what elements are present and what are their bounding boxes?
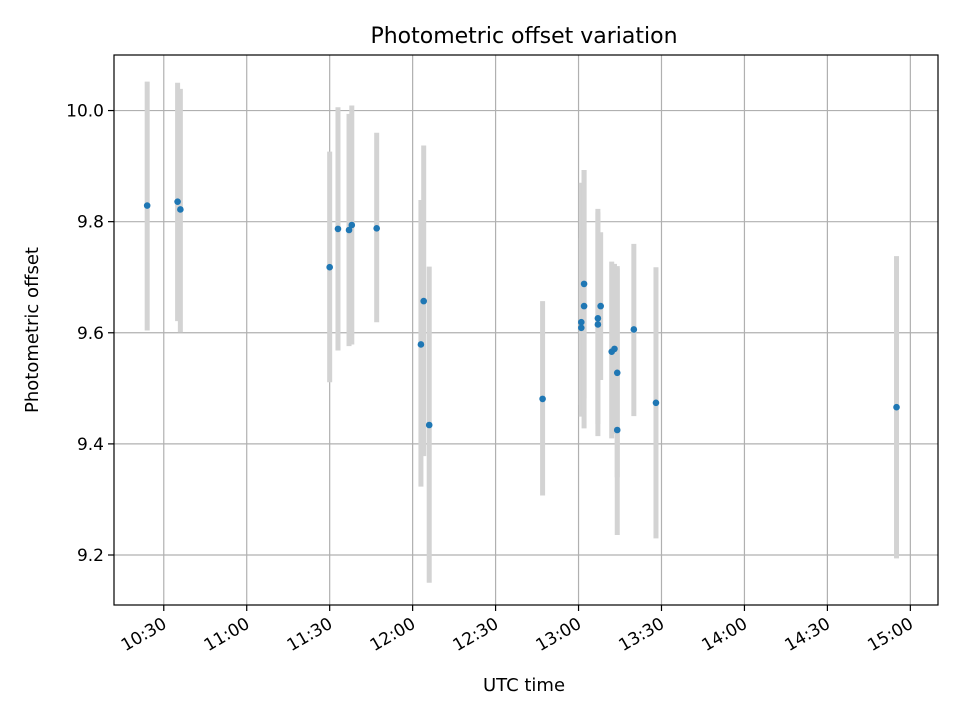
data-point [373, 225, 380, 232]
data-point [174, 198, 181, 205]
data-point [425, 421, 433, 429]
data-point [613, 369, 621, 377]
y-tick-label: 9.4 [77, 435, 104, 455]
data-point [594, 321, 602, 328]
data-point [580, 302, 588, 310]
data-point [597, 302, 604, 310]
data-point [652, 399, 660, 407]
data-point [417, 341, 425, 348]
data-point [539, 395, 546, 403]
data-point [594, 315, 602, 322]
y-tick-label: 9.8 [77, 213, 104, 233]
data-point [578, 324, 585, 332]
data-point [578, 318, 585, 326]
data-point [420, 297, 427, 305]
x-axis-label: UTC time [483, 675, 565, 696]
data-point [348, 221, 356, 229]
y-tick-label: 9.2 [77, 546, 104, 566]
data-point [334, 225, 342, 233]
data-point [613, 426, 621, 434]
data-point [177, 206, 184, 213]
data-point [143, 202, 151, 209]
point-layer [143, 198, 900, 434]
y-axis-label: Photometric offset [22, 247, 43, 413]
y-tick-label: 10.0 [66, 102, 104, 122]
grid-layer [114, 55, 938, 605]
data-point [345, 226, 353, 234]
y-tick-label: 9.6 [77, 324, 104, 344]
data-point [630, 326, 638, 333]
data-point [580, 280, 588, 288]
data-point [893, 403, 900, 411]
data-point [326, 263, 333, 271]
plot-frame [113, 54, 939, 606]
chart-title: Photometric offset variation [370, 24, 677, 49]
data-point [611, 345, 618, 353]
